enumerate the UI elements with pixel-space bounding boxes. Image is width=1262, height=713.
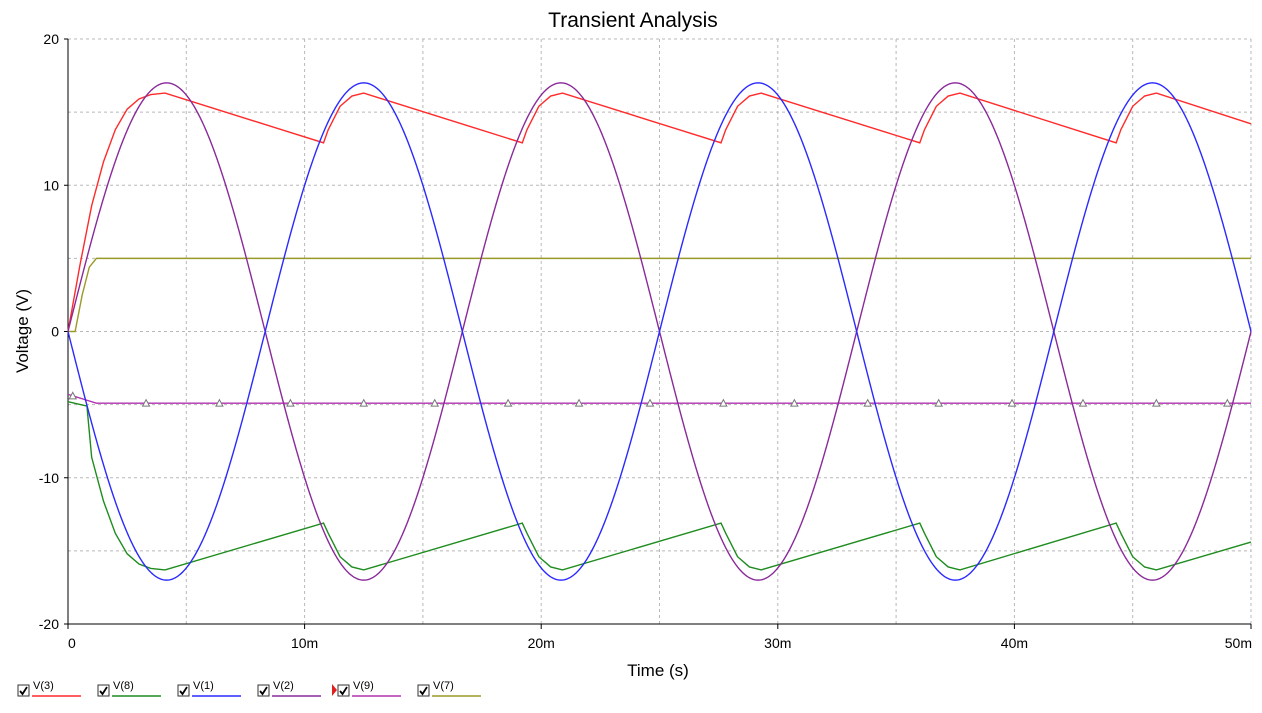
series-line-v7 xyxy=(68,257,1251,333)
series-line-v3 xyxy=(67,92,1252,332)
checkbox-box[interactable] xyxy=(97,684,110,697)
checkbox-box[interactable] xyxy=(337,684,350,697)
y-tick-label: -10 xyxy=(39,470,59,486)
series-marker-triangle xyxy=(719,398,728,407)
legend-label: V(2) xyxy=(273,680,294,692)
series-marker-triangle xyxy=(359,398,369,407)
checkbox-box[interactable] xyxy=(417,684,430,697)
check-icon xyxy=(339,686,348,696)
x-tick-label: 50m xyxy=(1225,635,1252,651)
legend-item-v1: V(1) xyxy=(177,680,241,697)
series-line-v8 xyxy=(67,401,1252,571)
x-tick-label: 40m xyxy=(1001,635,1028,651)
checkbox-box[interactable] xyxy=(17,684,30,697)
x-tick-label: 30m xyxy=(764,635,791,651)
y-tick-labels: 20 10 0 -10 -20 xyxy=(39,31,59,632)
series-marker-triangle xyxy=(141,398,151,407)
check-icon xyxy=(19,686,28,696)
chart-title: Transient Analysis xyxy=(548,9,718,32)
axes xyxy=(64,38,1252,629)
series-marker-triangle xyxy=(1223,398,1232,407)
legend: V(3) V(8) V(1) V(2) V(9) V(7) xyxy=(17,680,481,697)
legend-item-v3: V(3) xyxy=(17,680,81,697)
series-line-v1 xyxy=(67,82,1252,581)
y-axis-label: Voltage (V) xyxy=(13,289,32,373)
legend-checkbox[interactable] xyxy=(17,684,30,697)
checkbox-box[interactable] xyxy=(257,684,270,697)
legend-checkbox[interactable] xyxy=(417,684,430,697)
series-marker-triangle xyxy=(68,391,78,400)
checkbox-box[interactable] xyxy=(177,684,190,697)
legend-checkbox[interactable] xyxy=(257,684,270,697)
legend-label: V(8) xyxy=(113,680,134,692)
series-marker-triangle xyxy=(286,398,295,407)
legend-item-v2: V(2) xyxy=(257,680,321,697)
legend-marker-indicator xyxy=(332,684,337,696)
series-marker-triangle xyxy=(503,398,513,407)
x-tick-label: 0 xyxy=(68,635,76,651)
check-icon xyxy=(179,686,188,696)
x-axis-label: Time (s) xyxy=(627,661,689,680)
x-tick-label: 10m xyxy=(291,635,318,651)
y-tick-label: 0 xyxy=(51,324,59,340)
series-marker-triangle xyxy=(1152,398,1161,407)
series-marker-triangle xyxy=(1007,398,1017,407)
legend-item-v9: V(9) xyxy=(332,680,401,697)
series-marker-triangle xyxy=(863,398,873,407)
legend-checkbox[interactable] xyxy=(337,684,350,697)
legend-item-v7: V(7) xyxy=(417,680,481,697)
legend-checkbox[interactable] xyxy=(97,684,110,697)
y-tick-label: 20 xyxy=(43,31,59,47)
legend-label: V(3) xyxy=(33,680,54,692)
x-tick-labels: 0 10m 20m 30m 40m 50m xyxy=(68,635,1252,651)
legend-item-v8: V(8) xyxy=(97,680,161,697)
check-icon xyxy=(259,686,268,696)
series-marker-triangle xyxy=(934,398,944,407)
legend-label: V(7) xyxy=(433,680,454,692)
check-icon xyxy=(419,686,428,696)
series-marker-triangle xyxy=(790,398,799,407)
legend-label: V(1) xyxy=(193,680,214,692)
series-marker-triangle xyxy=(430,398,440,407)
series-marker-triangle xyxy=(1078,398,1088,407)
y-tick-label: 10 xyxy=(43,177,59,193)
series-marker-triangle xyxy=(215,398,224,407)
legend-label: V(9) xyxy=(353,680,374,692)
x-tick-label: 20m xyxy=(528,635,555,651)
series-marker-triangle xyxy=(645,398,655,407)
series-layer xyxy=(67,82,1252,581)
series-marker-triangle xyxy=(574,398,584,407)
check-icon xyxy=(99,686,108,696)
legend-checkbox[interactable] xyxy=(177,684,190,697)
y-tick-label: -20 xyxy=(39,616,59,632)
